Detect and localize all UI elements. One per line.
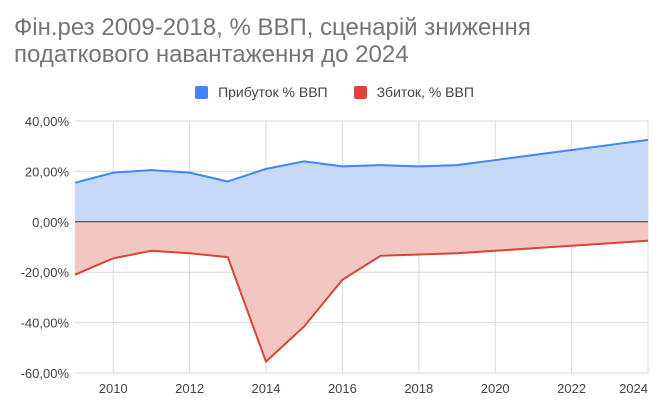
x-tick-label: 2012 [175,381,204,396]
y-tick-label: -20,00% [21,265,70,280]
legend: Прибуток % ВВП Збиток, % ВВП [0,81,669,103]
y-tick-label: 20,00% [25,164,70,179]
x-tick-label: 2024 [619,381,648,396]
x-tick-label: 2010 [99,381,128,396]
series-line-loss [74,239,649,363]
legend-swatch-profit [195,85,209,99]
series-line-profit [74,138,649,184]
legend-label-profit: Прибуток % ВВП [218,84,328,100]
x-tick-label: 2014 [252,381,281,396]
y-tick-label: 40,00% [25,114,70,129]
area-loss [75,221,648,362]
chart-title: Фін.рез 2009-2018, % ВВП, сценарій зниже… [14,14,531,68]
legend-item-profit[interactable]: Прибуток % ВВП [195,84,328,100]
x-tick-label: 2020 [481,381,510,396]
x-tick-label: 2016 [328,381,357,396]
y-tick-label: 0,00% [32,215,69,230]
x-tick-label: 2018 [404,381,433,396]
area-profit [75,139,648,222]
legend-swatch-loss [353,85,367,99]
y-tick-label: -40,00% [21,316,70,331]
legend-item-loss[interactable]: Збиток, % ВВП [353,84,474,100]
x-tick-label: 2022 [557,381,586,396]
legend-label-loss: Збиток, % ВВП [376,84,474,100]
y-tick-label: -60,00% [21,366,70,381]
